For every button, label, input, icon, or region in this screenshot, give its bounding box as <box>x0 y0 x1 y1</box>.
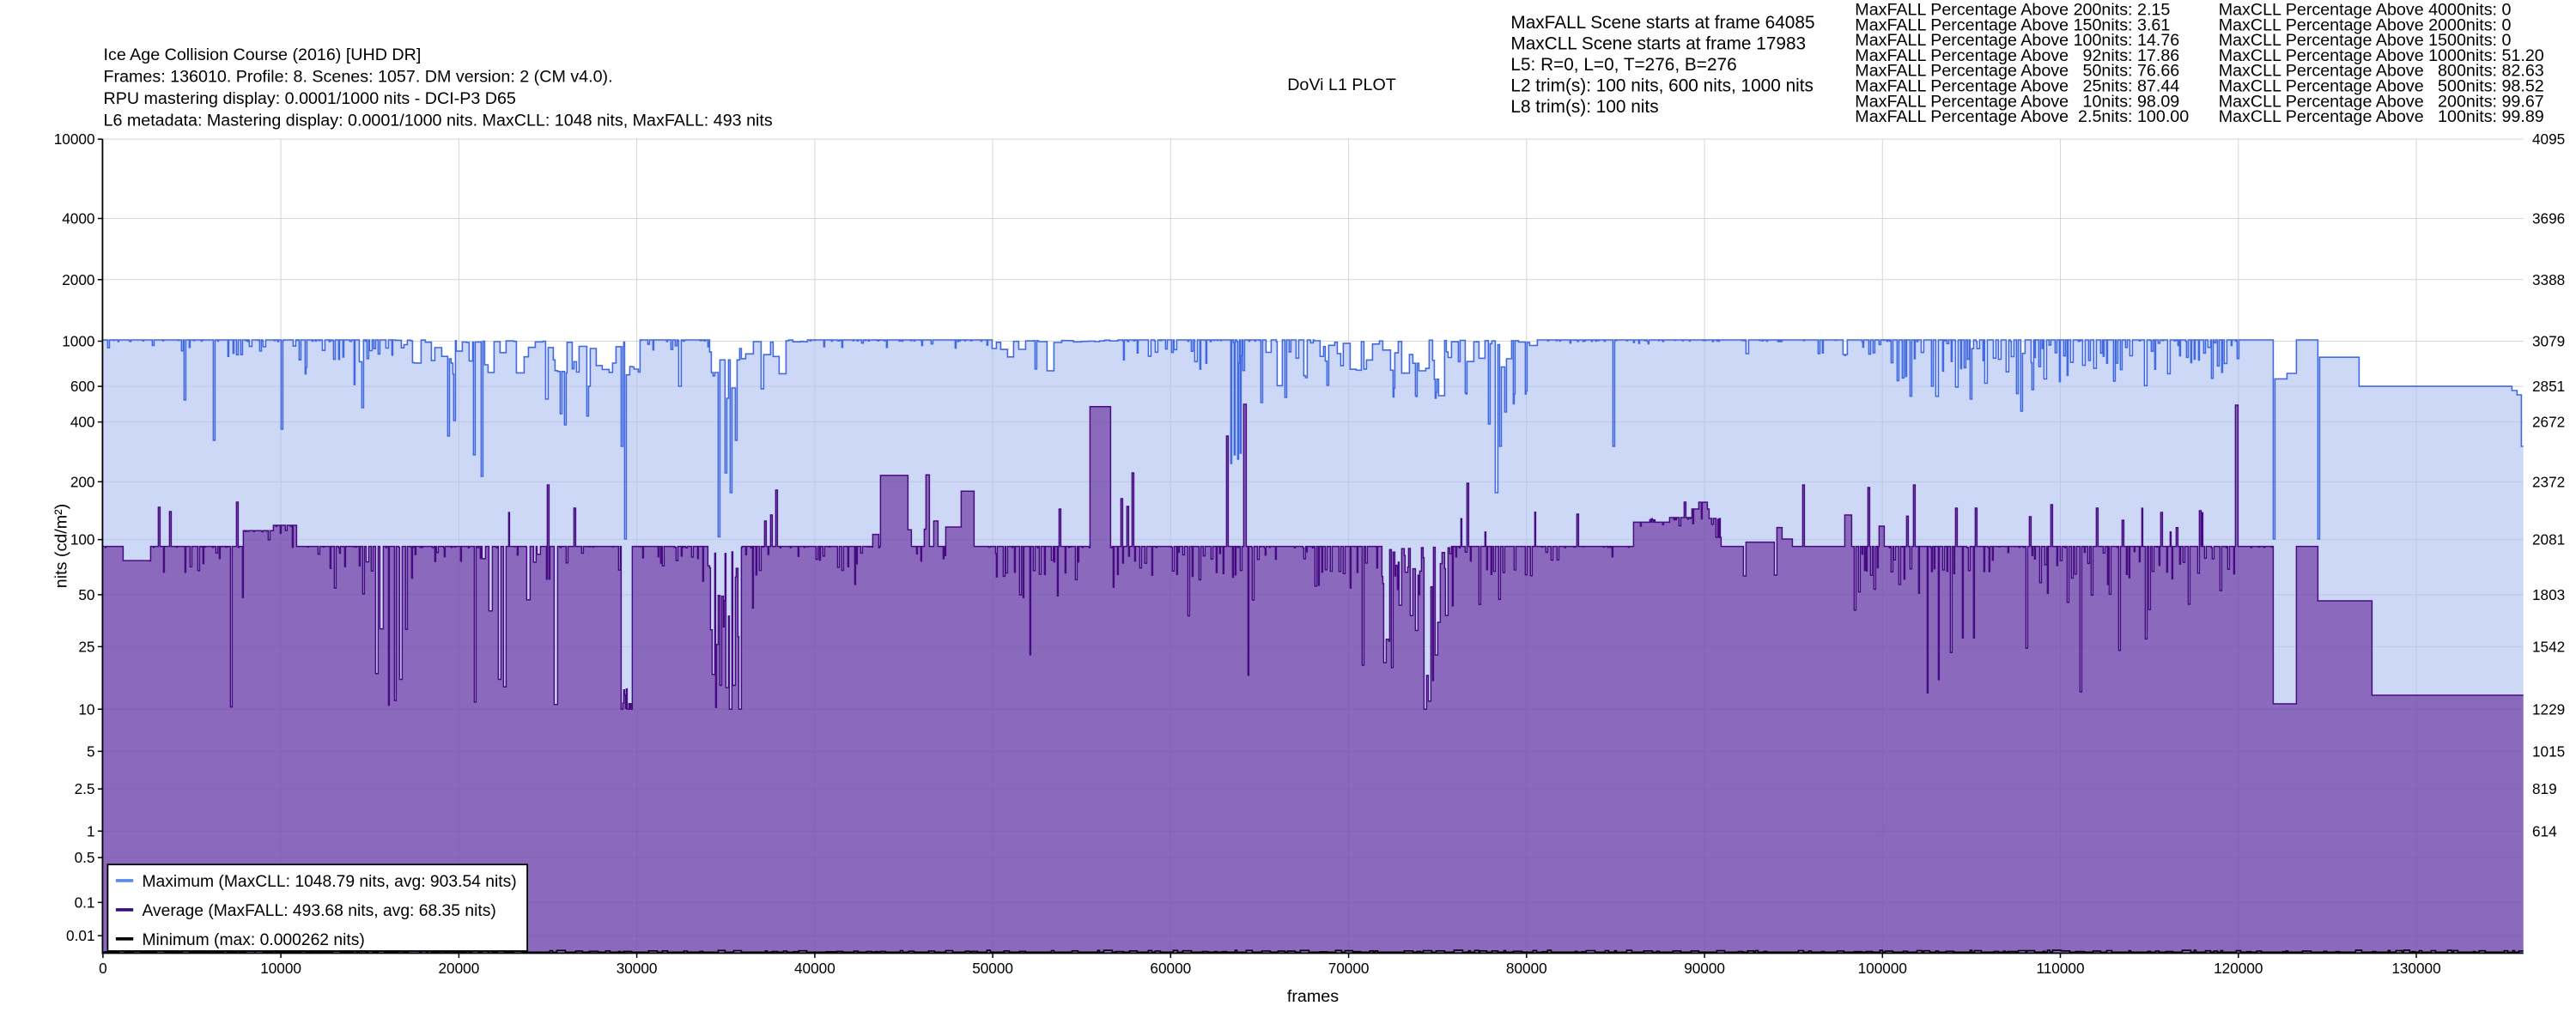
svg-text:nits (cd/m²): nits (cd/m²) <box>52 504 71 588</box>
svg-text:0.5: 0.5 <box>75 849 95 866</box>
svg-text:MaxFALL Percentage Above 150ni: MaxFALL Percentage Above 150nits: 3.61 <box>1855 15 2170 34</box>
svg-text:50000: 50000 <box>972 960 1013 977</box>
svg-text:50: 50 <box>78 586 94 603</box>
svg-text:MaxFALL Scene starts at frame: MaxFALL Scene starts at frame 64085 <box>1510 13 1814 33</box>
svg-text:2081: 2081 <box>2532 531 2565 548</box>
svg-text:MaxFALL Percentage Above 200ni: MaxFALL Percentage Above 200nits: 2.15 <box>1855 1 2170 20</box>
svg-text:MaxCLL Percentage Above 1500ni: MaxCLL Percentage Above 1500nits: 0 <box>2219 31 2512 50</box>
svg-text:L5: R=0, L=0, T=276, B=276: L5: R=0, L=0, T=276, B=276 <box>1510 55 1736 75</box>
svg-text:30000: 30000 <box>617 960 658 977</box>
svg-text:MaxFALL Percentage Above 100ni: MaxFALL Percentage Above 100nits: 14.76 <box>1855 31 2179 50</box>
svg-text:120000: 120000 <box>2214 960 2263 977</box>
svg-text:DoVi L1 PLOT: DoVi L1 PLOT <box>1287 76 1396 94</box>
svg-text:MaxCLL Percentage Above 100n: MaxCLL Percentage Above 100nits: 99.89 <box>2219 107 2544 126</box>
svg-text:0.1: 0.1 <box>75 894 95 911</box>
svg-text:20000: 20000 <box>439 960 480 977</box>
svg-text:MaxCLL Percentage Above 2000ni: MaxCLL Percentage Above 2000nits: 0 <box>2219 15 2512 34</box>
svg-text:110000: 110000 <box>2036 960 2084 977</box>
svg-text:Minimum (max: 0.000262 nits): Minimum (max: 0.000262 nits) <box>143 931 365 949</box>
svg-text:L8 trim(s): 100 nits: L8 trim(s): 100 nits <box>1510 97 1658 117</box>
svg-text:3079: 3079 <box>2532 333 2565 350</box>
svg-text:MaxFALL Percentage Above 25n: MaxFALL Percentage Above 25nits: 87.44 <box>1855 77 2179 96</box>
svg-text:70000: 70000 <box>1328 960 1370 977</box>
svg-text:400: 400 <box>70 414 95 431</box>
svg-text:1: 1 <box>87 822 95 839</box>
svg-text:100: 100 <box>70 531 95 548</box>
svg-text:60000: 60000 <box>1150 960 1191 977</box>
svg-text:RPU mastering display: 0.0001/: RPU mastering display: 0.0001/1000 nits … <box>104 89 516 108</box>
svg-text:200: 200 <box>70 473 95 490</box>
svg-text:MaxFALL Percentage Above 10n: MaxFALL Percentage Above 10nits: 98.09 <box>1855 92 2179 111</box>
svg-text:Frames: 136010. Profile: 8. Sc: Frames: 136010. Profile: 8. Scenes: 1057… <box>104 68 613 87</box>
svg-text:4000: 4000 <box>62 210 94 227</box>
svg-text:0.01: 0.01 <box>66 927 94 944</box>
svg-text:Maximum (MaxCLL: 1048.79 nits,: Maximum (MaxCLL: 1048.79 nits, avg: 903.… <box>143 873 517 891</box>
svg-text:25: 25 <box>78 638 94 655</box>
svg-text:1229: 1229 <box>2532 700 2565 718</box>
svg-text:819: 819 <box>2532 780 2557 797</box>
svg-text:L6 metadata: Mastering display: L6 metadata: Mastering display: 0.0001/1… <box>104 112 773 130</box>
svg-text:MaxCLL Percentage Above 4000ni: MaxCLL Percentage Above 4000nits: 0 <box>2219 1 2512 20</box>
svg-text:40000: 40000 <box>794 960 835 977</box>
svg-text:L2 trim(s): 100 nits, 600 nits: L2 trim(s): 100 nits, 600 nits, 1000 nit… <box>1510 76 1814 95</box>
svg-text:0: 0 <box>99 960 107 977</box>
svg-text:80000: 80000 <box>1506 960 1547 977</box>
svg-text:3388: 3388 <box>2532 271 2565 288</box>
svg-text:5: 5 <box>87 742 95 760</box>
svg-text:10000: 10000 <box>260 960 301 977</box>
svg-text:1803: 1803 <box>2532 586 2565 603</box>
svg-text:1015: 1015 <box>2532 742 2565 760</box>
svg-text:130000: 130000 <box>2391 960 2440 977</box>
svg-text:10000: 10000 <box>54 130 95 148</box>
svg-text:Average (MaxFALL: 493.68 nits,: Average (MaxFALL: 493.68 nits, avg: 68.3… <box>143 902 496 920</box>
svg-text:614: 614 <box>2532 822 2557 839</box>
svg-text:600: 600 <box>70 378 95 395</box>
svg-text:1000: 1000 <box>62 333 94 350</box>
svg-text:MaxCLL Percentage Above 800n: MaxCLL Percentage Above 800nits: 82.63 <box>2219 62 2544 81</box>
svg-text:MaxCLL Scene starts at frame 1: MaxCLL Scene starts at frame 17983 <box>1510 34 1806 54</box>
svg-text:MaxCLL Percentage Above 200n: MaxCLL Percentage Above 200nits: 99.67 <box>2219 92 2544 111</box>
svg-text:2851: 2851 <box>2532 378 2565 395</box>
svg-text:2372: 2372 <box>2532 473 2565 490</box>
svg-text:MaxCLL Percentage Above 1000ni: MaxCLL Percentage Above 1000nits: 51.20 <box>2219 46 2544 65</box>
svg-text:2672: 2672 <box>2532 414 2565 431</box>
svg-text:frames: frames <box>1287 987 1339 1006</box>
svg-text:3696: 3696 <box>2532 210 2565 227</box>
svg-text:100000: 100000 <box>1858 960 1907 977</box>
svg-text:2.5: 2.5 <box>75 780 95 797</box>
svg-text:10: 10 <box>78 700 94 718</box>
svg-text:MaxCLL Percentage Above 500n: MaxCLL Percentage Above 500nits: 98.52 <box>2219 77 2544 96</box>
svg-text:4095: 4095 <box>2532 130 2565 148</box>
svg-text:2000: 2000 <box>62 271 94 288</box>
svg-text:90000: 90000 <box>1684 960 1725 977</box>
svg-text:MaxFALL Percentage Above 92n: MaxFALL Percentage Above 92nits: 17.86 <box>1855 46 2179 65</box>
svg-text:Ice Age Collision Course (2016: Ice Age Collision Course (2016) [UHD DR] <box>104 45 422 64</box>
svg-text:MaxFALL Percentage Above 2.5n: MaxFALL Percentage Above 2.5nits: 100.00 <box>1855 107 2189 126</box>
svg-text:1542: 1542 <box>2532 638 2565 655</box>
svg-text:MaxFALL Percentage Above 50n: MaxFALL Percentage Above 50nits: 76.66 <box>1855 62 2179 81</box>
